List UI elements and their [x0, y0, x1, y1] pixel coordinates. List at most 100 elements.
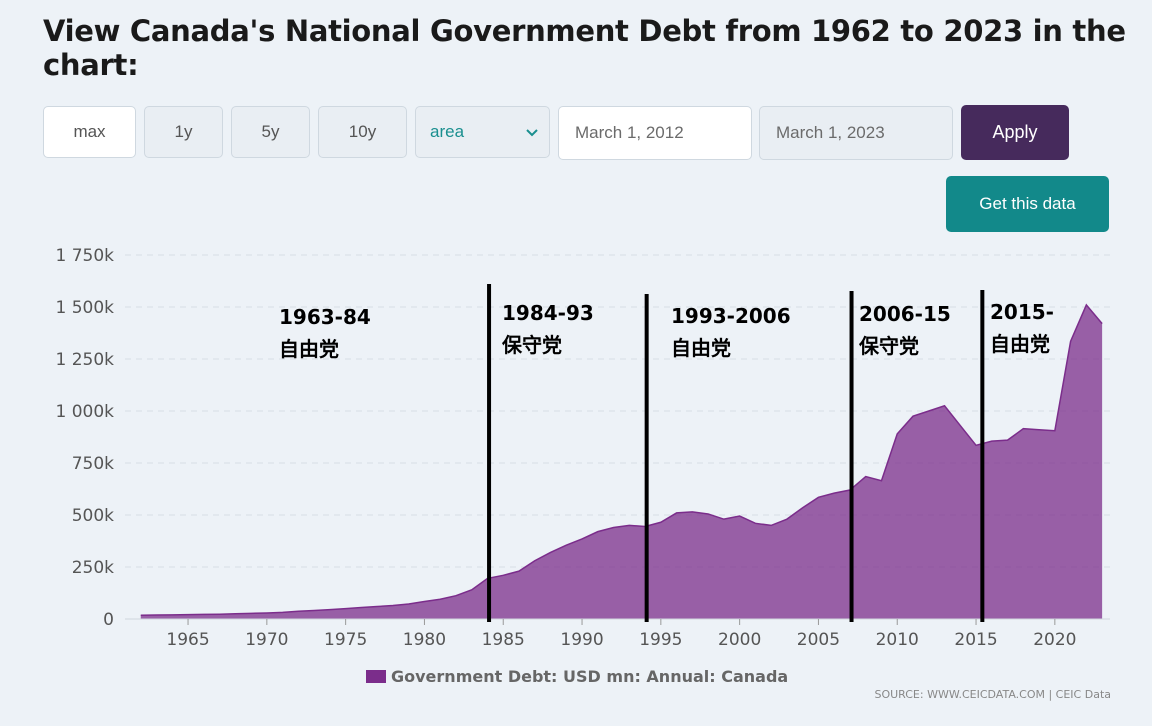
period-annotation-party: 保守党: [858, 334, 919, 358]
y-tick-label: 750k: [72, 454, 114, 474]
data-point: [975, 444, 977, 446]
data-point: [944, 405, 946, 407]
data-point: [1101, 323, 1103, 325]
series-line: [140, 303, 1103, 617]
data-point: [266, 612, 268, 614]
x-tick-label: 2020: [1033, 630, 1076, 650]
x-tick-label: 2005: [797, 630, 840, 650]
data-point: [770, 524, 772, 526]
period-annotation-years: 1984-93: [502, 301, 594, 325]
period-annotation-party: 自由党: [279, 337, 339, 361]
data-point: [360, 607, 362, 609]
data-point: [613, 526, 615, 528]
data-point: [455, 595, 457, 597]
period-annotation-years: 1993-2006: [671, 304, 791, 328]
legend-label: Government Debt: USD mn: Annual: Canada: [391, 667, 789, 686]
chart-type-value: area: [430, 122, 465, 141]
chart-legend[interactable]: Government Debt: USD mn: Annual: Canada: [366, 667, 788, 686]
data-point: [912, 415, 914, 417]
data-point: [203, 613, 205, 615]
data-point: [439, 598, 441, 600]
data-point: [140, 614, 142, 616]
data-point: [329, 609, 331, 611]
data-point: [502, 574, 504, 576]
legend-swatch: [366, 670, 386, 683]
data-point: [865, 476, 867, 478]
data-point: [345, 608, 347, 610]
range-10y-button[interactable]: 10y: [318, 106, 407, 158]
data-point: [1085, 304, 1087, 306]
data-point: [376, 606, 378, 608]
data-point: [534, 560, 536, 562]
data-point: [991, 440, 993, 442]
data-point: [597, 531, 599, 533]
x-tick-label: 1990: [560, 630, 603, 650]
data-point: [707, 513, 709, 515]
data-point: [833, 492, 835, 494]
data-point: [408, 603, 410, 605]
data-point: [282, 611, 284, 613]
x-tick-label: 1980: [403, 630, 446, 650]
source-credit: SOURCE: WWW.CEICDATA.COM | CEIC Data: [874, 688, 1111, 701]
data-point: [565, 544, 567, 546]
y-tick-label: 1 250k: [55, 350, 114, 370]
x-tick-label: 1995: [639, 630, 682, 650]
data-point: [754, 522, 756, 524]
data-point: [471, 589, 473, 591]
apply-button[interactable]: Apply: [961, 105, 1069, 160]
data-point: [313, 609, 315, 611]
data-point: [896, 433, 898, 435]
period-annotation-party: 保守党: [501, 333, 562, 357]
period-annotation-years: 2015-: [990, 300, 1054, 324]
data-point: [171, 614, 173, 616]
data-point: [959, 425, 961, 427]
page-title: View Canada's National Government Debt f…: [43, 14, 1126, 82]
data-point: [880, 480, 882, 482]
y-tick-label: 1 750k: [55, 246, 114, 266]
y-tick-label: 1 000k: [55, 402, 114, 422]
period-annotation-party: 自由党: [990, 332, 1050, 356]
data-point: [1054, 430, 1056, 432]
range-max-button[interactable]: max: [43, 106, 136, 158]
data-point: [628, 524, 630, 526]
data-point: [234, 613, 236, 615]
data-point: [297, 610, 299, 612]
y-tick-label: 0: [103, 610, 114, 630]
data-point: [802, 507, 804, 509]
data-point: [518, 570, 520, 572]
period-annotation-party: 自由党: [671, 336, 731, 360]
data-point: [581, 538, 583, 540]
data-point: [250, 612, 252, 614]
x-tick-label: 1975: [324, 630, 367, 650]
y-tick-label: 250k: [72, 558, 114, 578]
data-point: [676, 512, 678, 514]
y-tick-label: 500k: [72, 506, 114, 526]
data-point: [187, 614, 189, 616]
data-point: [691, 511, 693, 513]
data-point: [786, 518, 788, 520]
data-point: [660, 521, 662, 523]
data-point: [156, 614, 158, 616]
data-point: [550, 551, 552, 553]
data-point: [928, 410, 930, 412]
x-tick-label: 1985: [482, 630, 525, 650]
data-point: [723, 518, 725, 520]
x-tick-label: 2015: [954, 630, 997, 650]
data-point: [1022, 428, 1024, 430]
x-tick-label: 1965: [166, 630, 209, 650]
data-point: [423, 601, 425, 603]
get-this-data-button[interactable]: Get this data: [946, 176, 1109, 232]
chart-type-select[interactable]: area: [415, 106, 550, 158]
x-tick-label: 1970: [245, 630, 288, 650]
period-annotation-years: 2006-15: [859, 302, 951, 326]
data-point: [1070, 340, 1072, 342]
range-1y-button[interactable]: 1y: [144, 106, 223, 158]
series-area: [140, 304, 1103, 619]
x-tick-label: 2010: [876, 630, 919, 650]
range-5y-button[interactable]: 5y: [231, 106, 310, 158]
data-point: [1038, 429, 1040, 431]
y-tick-label: 1 500k: [55, 298, 114, 318]
start-date-input[interactable]: March 1, 2012: [558, 106, 752, 160]
end-date-input[interactable]: March 1, 2023: [759, 106, 953, 160]
x-tick-label: 2000: [718, 630, 761, 650]
